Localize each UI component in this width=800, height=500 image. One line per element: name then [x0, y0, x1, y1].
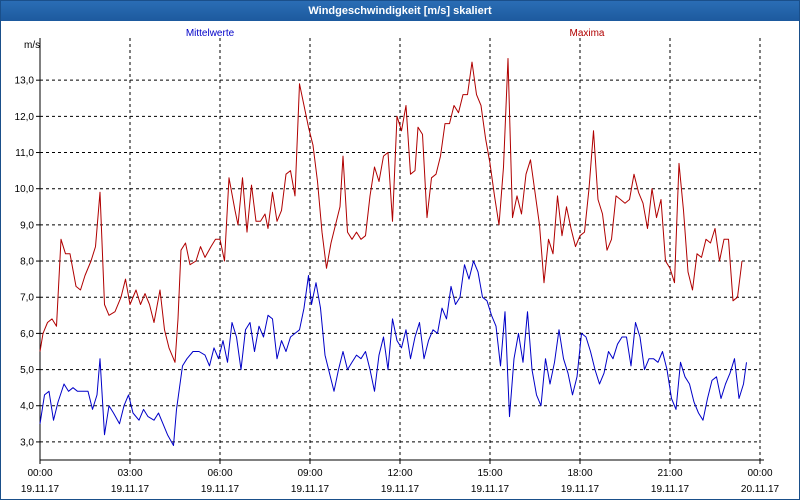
x-tick-time: 18:00: [567, 468, 592, 479]
y-tick-label: 12,0: [15, 112, 35, 123]
plot-series: [39, 58, 747, 446]
series-line-mean: [39, 260, 747, 446]
y-tick-label: 5,0: [20, 365, 34, 376]
y-tick-label: 13,0: [15, 76, 35, 87]
x-tick-date: 19.11.17: [21, 484, 60, 495]
y-tick-label: 9,0: [20, 220, 34, 231]
x-tick-date: 19.11.17: [381, 484, 420, 495]
x-tick-date: 19.11.17: [651, 484, 690, 495]
series-line-max: [39, 58, 743, 363]
x-tick-time: 03:00: [117, 468, 142, 479]
x-tick-time: 06:00: [207, 468, 232, 479]
y-tick-label: 11,0: [15, 148, 34, 159]
legend-max: Maxima: [569, 28, 604, 39]
wind-speed-chart: 3,0 4,0 5,0 6,0 7,0 8,0 9,0 10,0 11,0 12,0 13,0 00…: [15, 28, 780, 495]
x-tick-date: 19.11.17: [561, 484, 600, 495]
x-tick-time: 09:00: [297, 468, 322, 479]
plot-grid: [39, 38, 764, 461]
x-tick-date: 19.11.17: [471, 484, 510, 495]
x-tick-time: 00:00: [27, 468, 52, 479]
x-tick-date: 19.11.17: [201, 484, 240, 495]
y-tick-label: 3,0: [20, 437, 34, 448]
x-tick-date: 19.11.17: [291, 484, 330, 495]
x-tick-time: 00:00: [747, 468, 772, 479]
x-tick-date: 20.11.17: [741, 484, 780, 495]
y-tick-label: 6,0: [20, 329, 34, 340]
x-tick-time: 21:00: [657, 468, 682, 479]
y-tick-label: 4,0: [20, 401, 34, 412]
legend-mean: Mittelwerte: [186, 28, 235, 39]
window-title: Windgeschwindigkeit [m/s] skaliert: [1, 1, 799, 21]
x-tick-date: 19.11.17: [111, 484, 150, 495]
x-tick-time: 15:00: [477, 468, 502, 479]
y-axis: 3,0 4,0 5,0 6,0 7,0 8,0 9,0 10,0 11,0 12,0 13,0: [15, 76, 40, 448]
y-tick-label: 7,0: [20, 293, 34, 304]
y-axis-label: m/s: [24, 40, 40, 51]
y-tick-label: 8,0: [20, 257, 34, 268]
x-axis: 00:00 19.11.17 03:00 19.11.17 06:00 19.11.17 0…: [21, 460, 780, 495]
y-tick-label: 10,0: [15, 184, 35, 195]
x-tick-time: 12:00: [387, 468, 412, 479]
